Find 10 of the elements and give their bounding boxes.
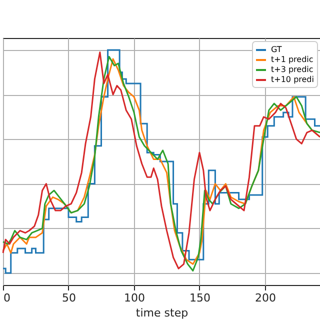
x-tick-label: 150 <box>189 292 210 304</box>
legend-label: t+10 predi <box>271 75 314 84</box>
x-axis-title: time step <box>136 306 188 320</box>
legend-label: GT <box>271 45 282 54</box>
legend-label: t+3 predic <box>271 65 314 74</box>
x-tick-label: 50 <box>62 292 76 304</box>
x-tick-label: 0 <box>4 292 10 304</box>
legend-label: t+1 predic <box>271 55 314 64</box>
x-tick-label: 200 <box>254 292 276 304</box>
x-tick-label: 100 <box>124 292 145 304</box>
